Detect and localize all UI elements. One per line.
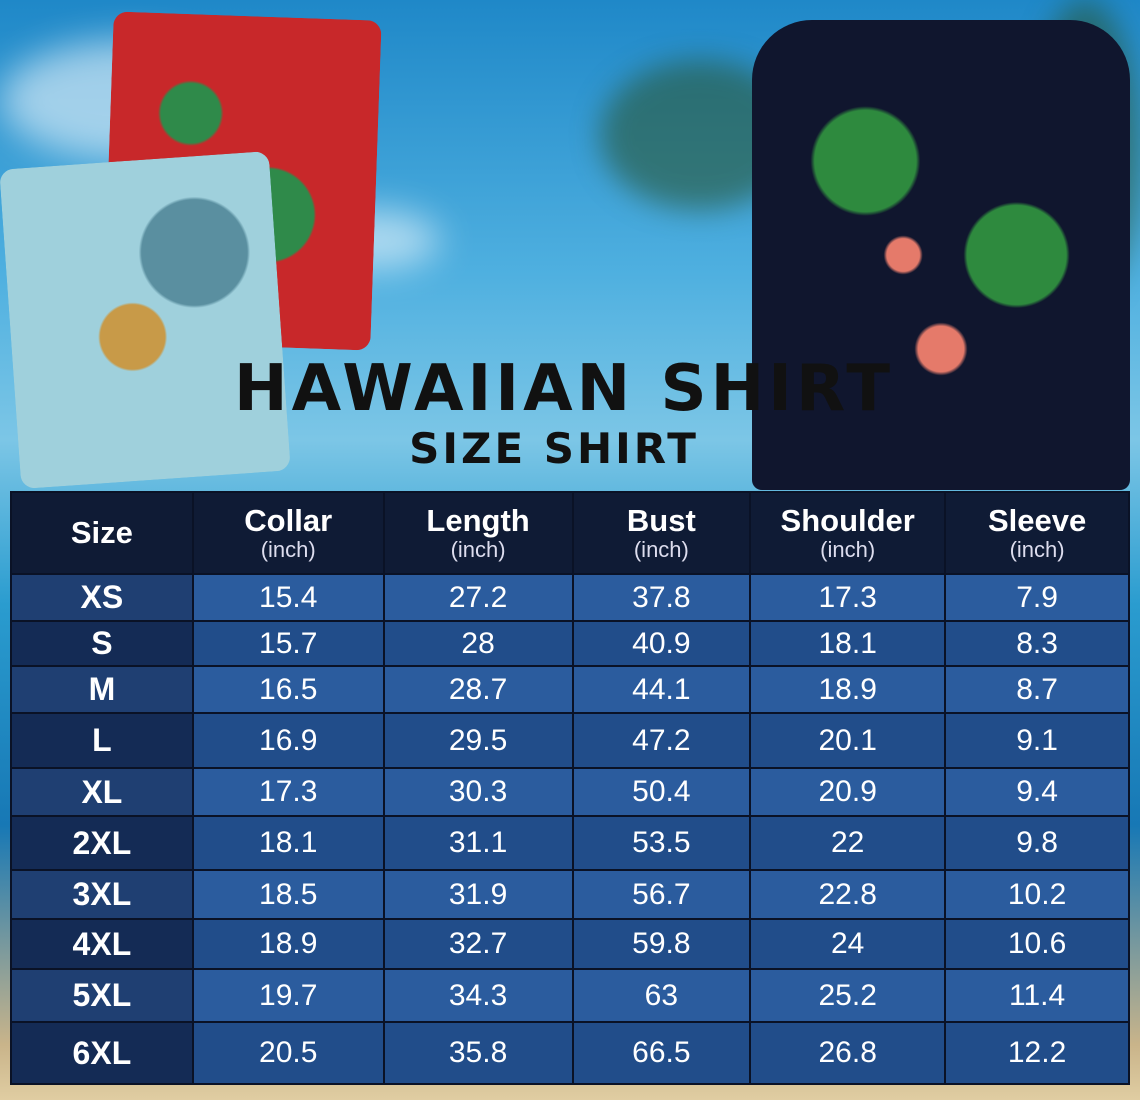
header-label: Bust: [626, 503, 696, 539]
header-label: Size: [70, 514, 133, 550]
table-row: 4XL 18.9 32.7 59.8 24 10.6: [12, 920, 1128, 968]
value-cell: 28: [384, 622, 572, 665]
value-cell: 40.9: [573, 622, 750, 665]
table-row: 6XL 20.5 35.8 66.5 26.8 12.2: [12, 1023, 1128, 1083]
size-cell: 6XL: [12, 1023, 192, 1083]
value-cell: 31.9: [384, 871, 572, 918]
value-cell: 12.2: [946, 1023, 1128, 1083]
value-cell: 18.9: [193, 920, 383, 968]
value-cell: 9.4: [946, 769, 1128, 815]
header-unit: (inch): [260, 536, 316, 562]
value-cell: 66.5: [573, 1023, 750, 1083]
value-cell: 9.1: [946, 714, 1128, 767]
value-cell: 47.2: [573, 714, 750, 767]
value-cell: 30.3: [384, 769, 572, 815]
value-cell: 20.5: [193, 1023, 383, 1083]
value-cell: 37.8: [573, 575, 750, 620]
model-wearing-flamingo-shirt: [752, 20, 1130, 490]
value-cell: 7.9: [946, 575, 1128, 620]
value-cell: 15.7: [193, 622, 383, 665]
value-cell: 9.8: [946, 817, 1128, 869]
size-cell: 5XL: [12, 970, 192, 1021]
value-cell: 18.5: [193, 871, 383, 918]
value-cell: 22.8: [751, 871, 945, 918]
value-cell: 16.9: [193, 714, 383, 767]
column-header: Sleeve (inch): [946, 493, 1128, 573]
size-cell: XS: [12, 575, 192, 620]
header-label: Shoulder: [780, 503, 915, 539]
table-row: L 16.9 29.5 47.2 20.1 9.1: [12, 714, 1128, 767]
header-unit: (inch): [1009, 536, 1065, 562]
value-cell: 20.9: [751, 769, 945, 815]
size-cell: M: [12, 667, 192, 712]
table-row: S 15.7 28 40.9 18.1 8.3: [12, 622, 1128, 665]
value-cell: 35.8: [384, 1023, 572, 1083]
value-cell: 50.4: [573, 769, 750, 815]
size-cell: L: [12, 714, 192, 767]
header-unit: (inch): [633, 536, 689, 562]
value-cell: 18.1: [751, 622, 945, 665]
value-cell: 32.7: [384, 920, 572, 968]
value-cell: 34.3: [384, 970, 572, 1021]
size-cell: 3XL: [12, 871, 192, 918]
value-cell: 16.5: [193, 667, 383, 712]
header-unit: (inch): [820, 536, 876, 562]
header-unit: (inch): [450, 536, 506, 562]
size-cell: 4XL: [12, 920, 192, 968]
value-cell: 31.1: [384, 817, 572, 869]
value-cell: 8.7: [946, 667, 1128, 712]
value-cell: 56.7: [573, 871, 750, 918]
value-cell: 28.7: [384, 667, 572, 712]
table-row: 2XL 18.1 31.1 53.5 22 9.8: [12, 817, 1128, 869]
value-cell: 10.6: [946, 920, 1128, 968]
value-cell: 17.3: [193, 769, 383, 815]
value-cell: 18.1: [193, 817, 383, 869]
table-row: XS 15.4 27.2 37.8 17.3 7.9: [12, 575, 1128, 620]
value-cell: 44.1: [573, 667, 750, 712]
header-row: Size Collar (inch) Length (inch) Bust (inch) Sh…: [12, 493, 1128, 573]
table-row: 3XL 18.5 31.9 56.7 22.8 10.2: [12, 871, 1128, 918]
value-cell: 10.2: [946, 871, 1128, 918]
size-cell: 2XL: [12, 817, 192, 869]
size-cell: XL: [12, 769, 192, 815]
value-cell: 29.5: [384, 714, 572, 767]
value-cell: 25.2: [751, 970, 945, 1021]
column-header: Bust (inch): [573, 493, 750, 573]
header-label: Length: [426, 503, 530, 539]
column-header: Size: [12, 493, 192, 573]
value-cell: 24: [751, 920, 945, 968]
value-cell: 59.8: [573, 920, 750, 968]
value-cell: 26.8: [751, 1023, 945, 1083]
column-header: Collar (inch): [193, 493, 383, 573]
value-cell: 63: [573, 970, 750, 1021]
value-cell: 17.3: [751, 575, 945, 620]
table-row: M 16.5 28.7 44.1 18.9 8.7: [12, 667, 1128, 712]
column-header: Shoulder (inch): [751, 493, 945, 573]
size-cell: S: [12, 622, 192, 665]
header-label: Collar: [244, 503, 333, 539]
value-cell: 15.4: [193, 575, 383, 620]
size-table: Size Collar (inch) Length (inch) Bust (inch) Sh…: [10, 491, 1130, 1085]
value-cell: 8.3: [946, 622, 1128, 665]
subtitle: SIZE SHIRT: [409, 424, 699, 473]
value-cell: 18.9: [751, 667, 945, 712]
header-label: Sleeve: [987, 503, 1087, 539]
table-row: XL 17.3 30.3 50.4 20.9 9.4: [12, 769, 1128, 815]
table-row: 5XL 19.7 34.3 63 25.2 11.4: [12, 970, 1128, 1021]
value-cell: 27.2: [384, 575, 572, 620]
value-cell: 19.7: [193, 970, 383, 1021]
value-cell: 20.1: [751, 714, 945, 767]
title: HAWAIIAN SHIRT: [234, 352, 894, 426]
value-cell: 53.5: [573, 817, 750, 869]
column-header: Length (inch): [384, 493, 572, 573]
value-cell: 11.4: [946, 970, 1128, 1021]
value-cell: 22: [751, 817, 945, 869]
